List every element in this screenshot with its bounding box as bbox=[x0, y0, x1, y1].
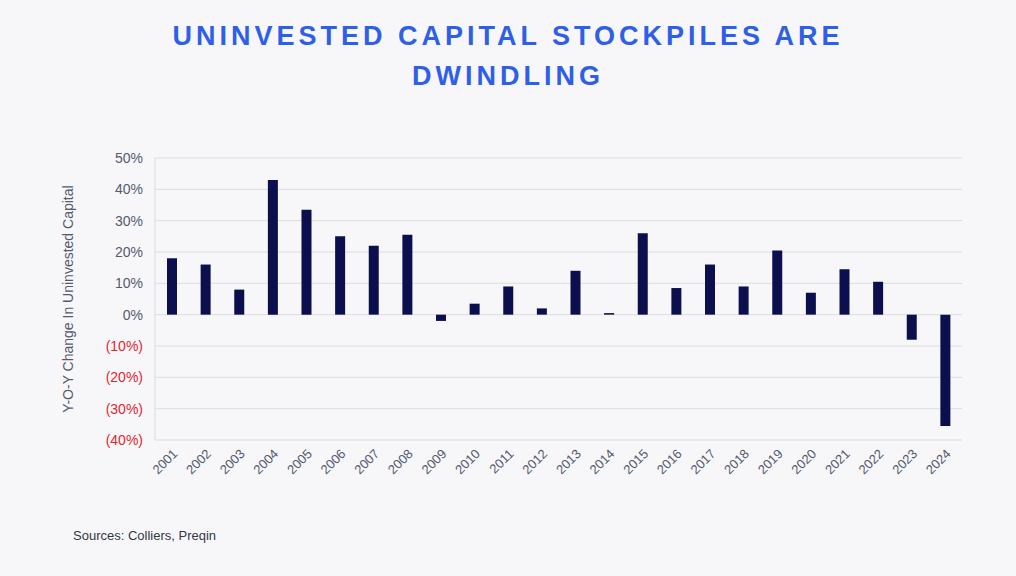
svg-text:40%: 40% bbox=[115, 181, 143, 197]
svg-text:10%: 10% bbox=[115, 275, 143, 291]
svg-text:2006: 2006 bbox=[318, 446, 349, 477]
svg-text:2019: 2019 bbox=[755, 446, 786, 477]
svg-text:2005: 2005 bbox=[284, 446, 315, 477]
svg-text:2023: 2023 bbox=[889, 446, 920, 477]
svg-text:(20%): (20%) bbox=[106, 369, 143, 385]
svg-text:(10%): (10%) bbox=[106, 338, 143, 354]
svg-text:2001: 2001 bbox=[149, 446, 180, 477]
svg-text:2017: 2017 bbox=[687, 446, 718, 477]
svg-text:2024: 2024 bbox=[923, 446, 954, 477]
svg-text:2018: 2018 bbox=[721, 446, 752, 477]
svg-text:2004: 2004 bbox=[250, 446, 281, 477]
svg-text:50%: 50% bbox=[115, 150, 143, 166]
svg-text:2012: 2012 bbox=[519, 446, 550, 477]
svg-text:(40%): (40%) bbox=[106, 432, 143, 448]
svg-text:2003: 2003 bbox=[217, 446, 248, 477]
svg-text:0%: 0% bbox=[123, 307, 143, 323]
svg-text:30%: 30% bbox=[115, 213, 143, 229]
svg-text:20%: 20% bbox=[115, 244, 143, 260]
svg-text:2021: 2021 bbox=[822, 446, 853, 477]
svg-text:2016: 2016 bbox=[654, 446, 685, 477]
svg-text:(30%): (30%) bbox=[106, 401, 143, 417]
svg-text:2013: 2013 bbox=[553, 446, 584, 477]
svg-text:2022: 2022 bbox=[856, 446, 887, 477]
svg-text:2014: 2014 bbox=[587, 446, 618, 477]
svg-text:2011: 2011 bbox=[486, 446, 516, 476]
svg-text:2009: 2009 bbox=[418, 446, 449, 477]
svg-text:2007: 2007 bbox=[351, 446, 382, 477]
svg-text:2008: 2008 bbox=[385, 446, 416, 477]
svg-text:Y-O-Y Change In Uninvested Cap: Y-O-Y Change In Uninvested Capital bbox=[60, 185, 76, 412]
svg-text:2020: 2020 bbox=[788, 446, 819, 477]
html-text:Sources: Colliers, Preqin: Sources: Colliers, Preqin bbox=[73, 528, 217, 543]
svg-text:2010: 2010 bbox=[452, 446, 483, 477]
svg-text:2002: 2002 bbox=[183, 446, 214, 477]
html-text:UNINVESTED CAPITAL STOCKPILES: UNINVESTED CAPITAL STOCKPILES ARE DWINDL… bbox=[172, 21, 844, 91]
svg-text:2015: 2015 bbox=[620, 446, 651, 477]
